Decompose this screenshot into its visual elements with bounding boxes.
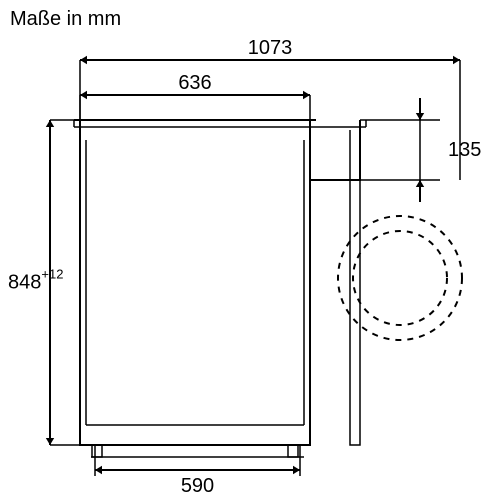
door-swing-outer — [338, 216, 462, 340]
dim-body-height: 848+12 — [8, 267, 63, 294]
dim-base-width: 590 — [181, 475, 214, 497]
appliance-outline — [74, 120, 360, 445]
dim-overall-width: 1073 — [248, 37, 293, 59]
dim-extension-height: 135 — [448, 139, 481, 161]
title: Maße in mm — [10, 8, 121, 30]
door-swing-inner — [353, 231, 447, 325]
dim-body-top-width: 636 — [178, 72, 211, 94]
